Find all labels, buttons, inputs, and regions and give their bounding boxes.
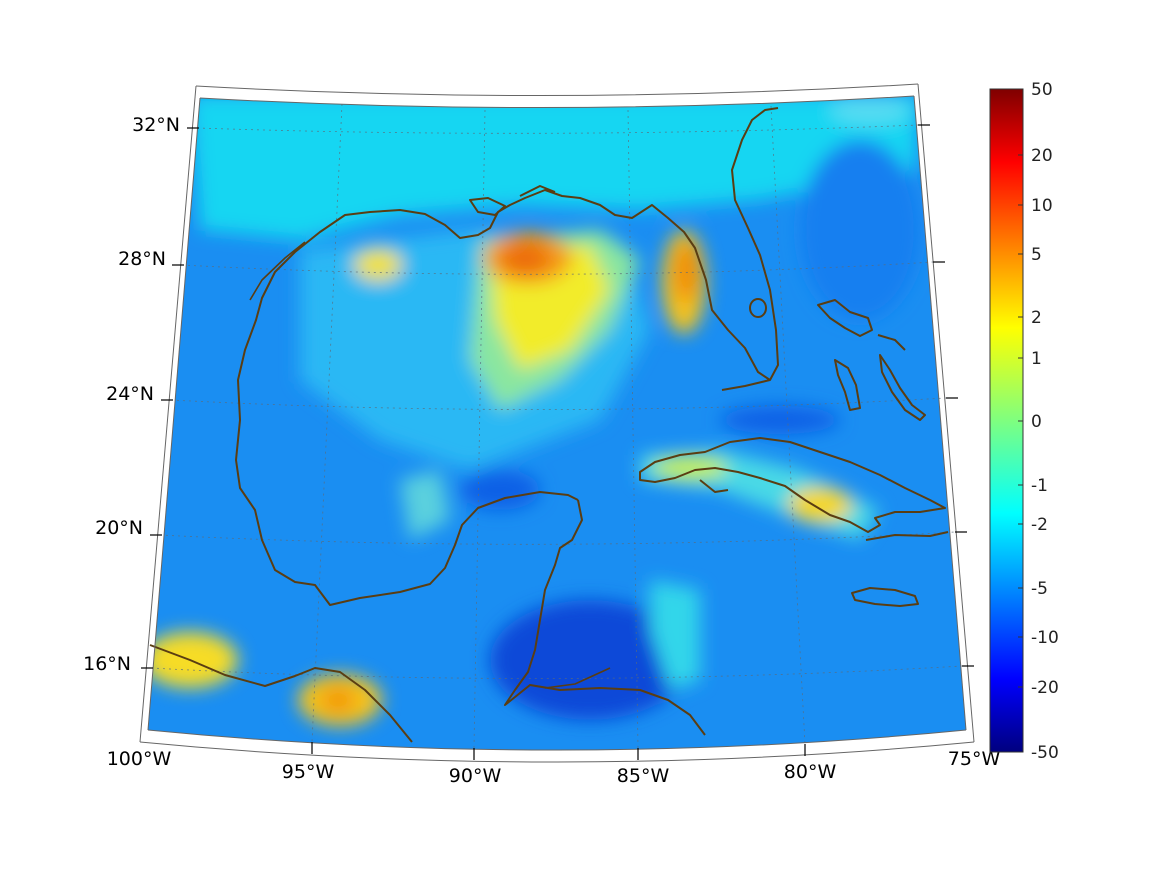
coastline-yucatan-east: [504, 499, 706, 736]
colorbar-label: 0: [1031, 412, 1042, 432]
lon-labels: 100°W 95°W 90°W 85°W 80°W 75°W: [107, 748, 1001, 787]
frame-bottom-outer: [139, 741, 975, 763]
coastline-honduras: [544, 667, 611, 689]
lon-label-95w: 95°W: [282, 761, 335, 783]
frame-top-outer: [195, 83, 919, 97]
lake-okeechobee: [749, 298, 767, 318]
colorbar-label: -10: [1031, 628, 1059, 648]
lon-label-90w: 90°W: [449, 765, 502, 787]
colorbar-label: 5: [1031, 245, 1042, 265]
lon-label-75w: 75°W: [948, 748, 1001, 770]
colorbar-label: 50: [1031, 80, 1053, 100]
lat-label-24: 24°N: [106, 383, 154, 405]
frame-right: [913, 95, 967, 731]
coastline-isla-juventud: [699, 479, 729, 493]
coastline-gulf: [235, 107, 779, 606]
colorbar-label: 10: [1031, 196, 1053, 216]
colorbar-label: 1: [1031, 349, 1042, 369]
coastline-bahamas-1: [817, 299, 873, 337]
lat-label-16: 16°N: [83, 653, 131, 675]
gridline-lat-28: [181, 261, 934, 275]
gridline-lon-90: [473, 109, 486, 749]
colorbar-label: -50: [1031, 743, 1059, 763]
frame-top: [199, 95, 915, 109]
coastline-florida-keys: [721, 379, 771, 391]
lat-label-20: 20°N: [95, 517, 143, 539]
frame-left-outer: [139, 85, 197, 743]
gridline-lat-20: [159, 531, 956, 545]
lat-labels: 32°N 28°N 24°N 20°N 16°N: [83, 114, 180, 675]
coastline-bahamas-3: [879, 354, 926, 421]
coastline-texas-barrier: [249, 241, 306, 301]
coastline-delta: [469, 197, 506, 216]
coastline-cuba: [639, 437, 946, 533]
coastline-jamaica: [851, 587, 919, 607]
lon-label-85w: 85°W: [617, 765, 670, 787]
gridline-lon-85: [627, 109, 639, 749]
coastline-pacific: [149, 644, 413, 743]
frame-left: [147, 97, 201, 731]
colorbar-label: 20: [1031, 146, 1053, 166]
coastline-delta-2: [519, 185, 556, 197]
lon-label-100w: 100°W: [107, 748, 172, 770]
gridlines: [150, 103, 963, 749]
colorbar-label: -20: [1031, 678, 1059, 698]
coastline-bahamas-2: [834, 359, 861, 411]
frame-bottom: [147, 729, 967, 751]
coastline-hispaniola: [865, 531, 949, 541]
map-frame: [139, 83, 975, 763]
frame-right-outer: [917, 83, 975, 743]
gridline-lat-32: [196, 124, 919, 134]
gridline-lon-95: [311, 103, 343, 743]
lon-label-80w: 80°W: [784, 761, 837, 783]
colorbar-label: 2: [1031, 308, 1042, 328]
coastlines: [149, 107, 949, 743]
colorbar-label: -2: [1031, 515, 1048, 535]
ticks: [141, 124, 974, 760]
colorbar-label: -5: [1031, 579, 1048, 599]
lat-label-28: 28°N: [118, 248, 166, 270]
lat-label-32: 32°N: [132, 114, 180, 136]
gridline-lon-80: [770, 105, 806, 745]
colorbar-label: -1: [1031, 476, 1048, 496]
coastline-bahamas-4: [877, 334, 906, 351]
